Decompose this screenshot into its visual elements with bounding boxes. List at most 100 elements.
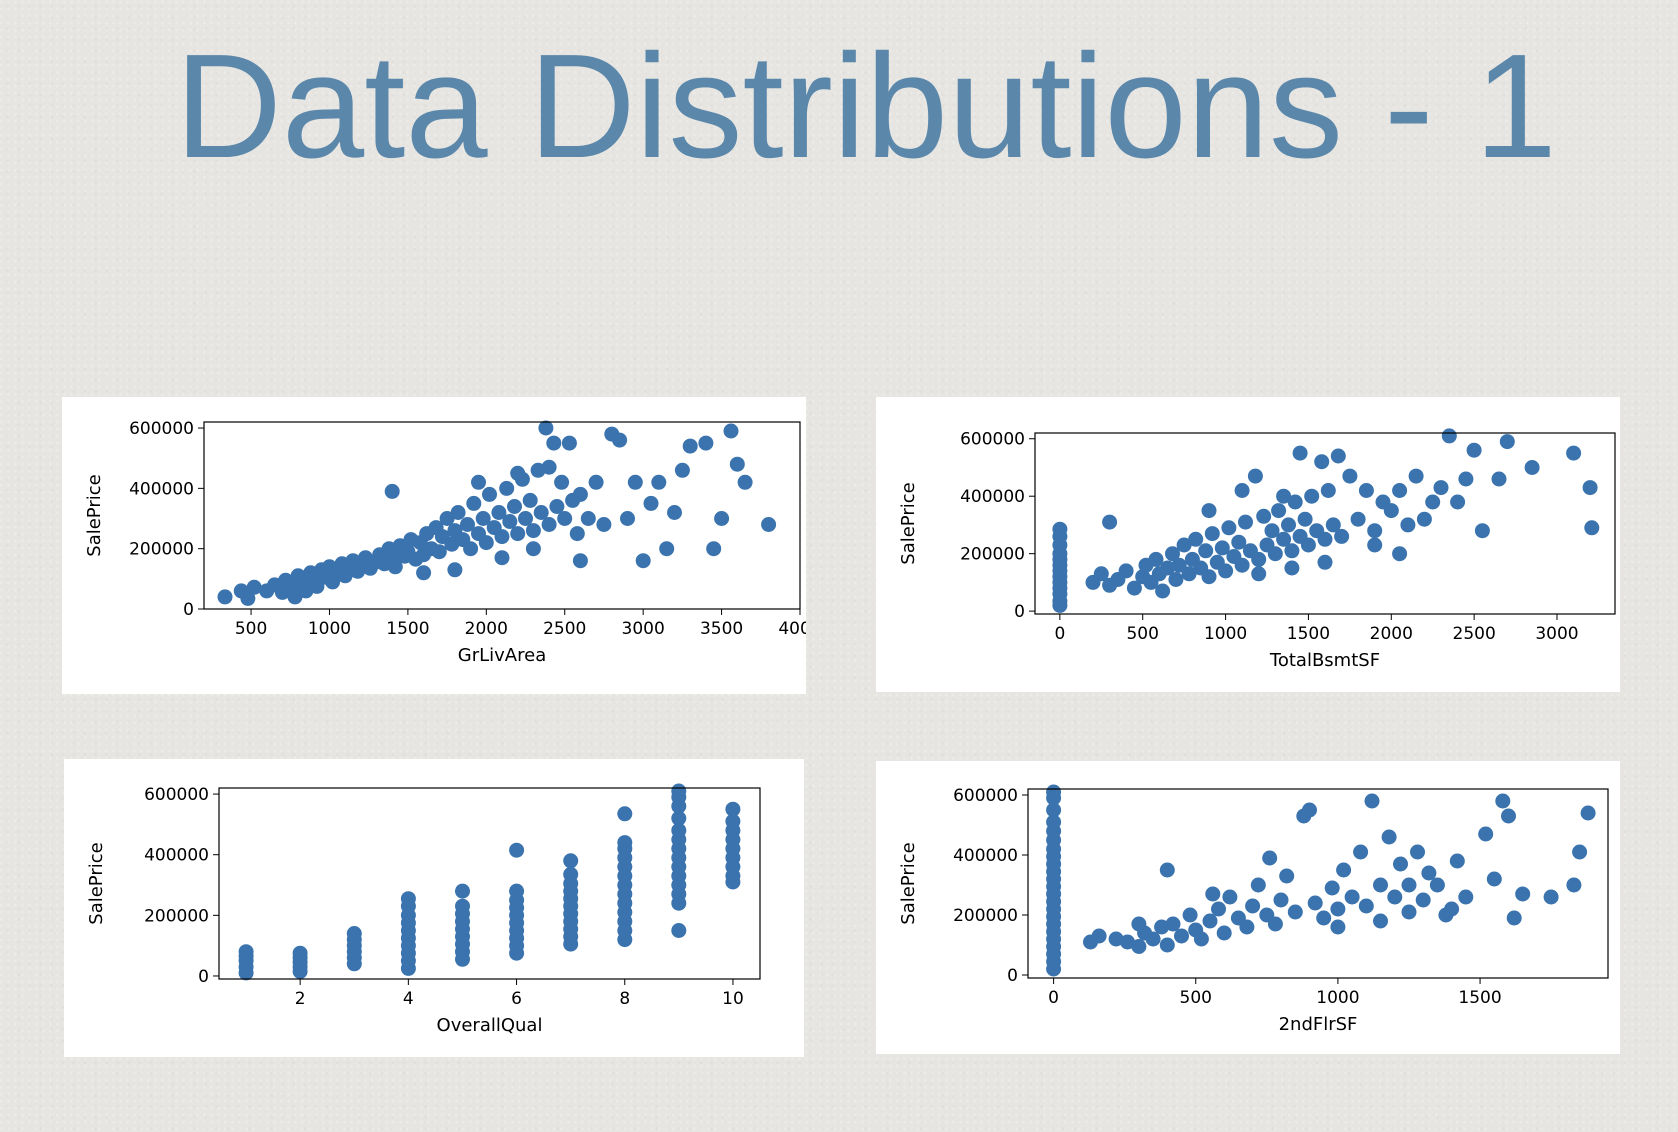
scatter-point	[1181, 566, 1197, 582]
scatter-point	[1234, 483, 1250, 498]
scatter-point	[1171, 557, 1187, 573]
scatter-points	[1046, 784, 1596, 977]
x-tick-label: 3000	[1535, 624, 1578, 644]
scatter-point	[1330, 919, 1346, 935]
scatter-point	[346, 926, 362, 941]
y-tick-label: 0	[1007, 966, 1018, 986]
scatter-point	[1176, 537, 1192, 553]
scatter-point	[482, 486, 497, 502]
scatter-point	[698, 435, 714, 451]
scatter-point	[1358, 483, 1374, 498]
scatter-point	[1478, 826, 1494, 842]
scatter-point	[1118, 563, 1134, 579]
overallqual-scatter-chart: 2 4 6 8 10 0 200000 400000 600000 OverallQual Sale…	[64, 759, 804, 1057]
scatter-point	[471, 474, 486, 490]
totalbsmtsf-scatter-chart: 0 500 1000 1500 2000 2500 3000 0 200000 400000 600…	[876, 397, 1620, 692]
scatter-point	[387, 559, 403, 575]
scatter-point	[1466, 442, 1482, 458]
scatter-point	[240, 590, 256, 606]
scatter-point	[1474, 523, 1490, 539]
scatter-point	[538, 420, 554, 436]
scatter-point	[1159, 862, 1175, 878]
scatter-point	[1572, 844, 1588, 860]
scatter-point	[737, 474, 753, 490]
scatter-point	[1221, 520, 1237, 536]
scatter-point	[729, 456, 745, 472]
x-tick-label: 8	[619, 989, 630, 1009]
scatter-point	[1093, 566, 1109, 582]
scatter-point	[761, 517, 777, 532]
scatter-point	[1052, 521, 1068, 537]
scatter-point	[217, 589, 233, 605]
y-axis-label: SalePrice	[86, 842, 107, 924]
scatter-point	[1582, 480, 1598, 496]
scatter-point	[554, 474, 570, 490]
x-tick-label: 2500	[543, 619, 586, 639]
plot-frame	[203, 421, 801, 610]
scatter-point	[1524, 460, 1540, 475]
y-tick-label: 0	[1014, 602, 1025, 622]
scatter-point	[1267, 916, 1283, 932]
x-axis-label: OverallQual	[437, 1015, 543, 1036]
scatter-point	[1250, 877, 1266, 893]
y-tick-label: 400000	[144, 846, 209, 866]
scatter-point	[541, 517, 557, 532]
scatter-point	[1415, 892, 1431, 908]
grlivarea-scatter-chart: 500 1000 1500 2000 2500 3000 3500 4000 0 200000 40…	[62, 397, 806, 694]
scatter-point	[455, 898, 470, 914]
scatter-point	[643, 495, 659, 511]
x-tick-label: 1000	[1316, 988, 1359, 1008]
scatter-point	[1284, 543, 1300, 559]
scatter-point	[1239, 919, 1255, 935]
x-axis-label: 2ndFlrSF	[1279, 1014, 1358, 1035]
x-tick-label: 1000	[308, 619, 351, 639]
y-tick-label: 0	[183, 600, 194, 620]
scatter-point	[588, 474, 604, 490]
scatter-point	[1486, 871, 1502, 887]
scatter-point	[1205, 886, 1221, 902]
slide-title: Data Distributions - 1	[175, 24, 1557, 189]
scatter-point	[1256, 508, 1272, 524]
y-tick-label: 200000	[960, 545, 1025, 565]
scatter-point	[1444, 901, 1460, 917]
scatter-point	[1429, 877, 1445, 893]
scatter-point	[1267, 546, 1283, 562]
scatter-point	[1501, 808, 1516, 824]
scatter-point	[1131, 916, 1147, 932]
scatter-point	[1273, 892, 1289, 908]
scatter-point	[450, 505, 466, 520]
x-tick-label: 500	[1126, 624, 1158, 644]
scatter-point	[580, 511, 596, 526]
scatter-point	[1383, 503, 1399, 519]
scatter-point	[1091, 928, 1107, 944]
scatter-point	[635, 553, 651, 569]
scatter-point	[1336, 862, 1352, 878]
y-tick-label: 400000	[953, 846, 1018, 866]
scatter-point	[1222, 889, 1238, 905]
scatter-point	[725, 801, 741, 817]
scatter-point	[1188, 531, 1204, 547]
scatter-point	[1566, 877, 1582, 893]
scatter-point	[1182, 907, 1198, 923]
scatter-point	[1126, 580, 1142, 596]
scatter-point	[1287, 904, 1303, 920]
scatter-point	[671, 822, 687, 838]
scatter-point	[1214, 540, 1230, 556]
x-tick-label: 500	[235, 619, 267, 639]
scatter-point	[1297, 511, 1313, 527]
x-axis-label: TotalBsmtSF	[1269, 650, 1380, 671]
scatter-point	[1155, 583, 1171, 599]
scatter-point	[1458, 471, 1474, 487]
scatter-point	[491, 505, 507, 520]
scatter-point	[525, 541, 541, 557]
scatter-point	[1344, 889, 1360, 905]
scatter-point	[1251, 551, 1267, 567]
scatter-point	[1392, 546, 1408, 562]
scatter-point	[596, 517, 612, 532]
scatter-point	[510, 465, 526, 481]
scatter-point	[400, 891, 416, 907]
scatter-point	[518, 511, 533, 526]
scatter-point	[1211, 901, 1226, 917]
scatter-point	[1154, 919, 1170, 935]
x-tick-label: 10	[722, 989, 744, 1009]
